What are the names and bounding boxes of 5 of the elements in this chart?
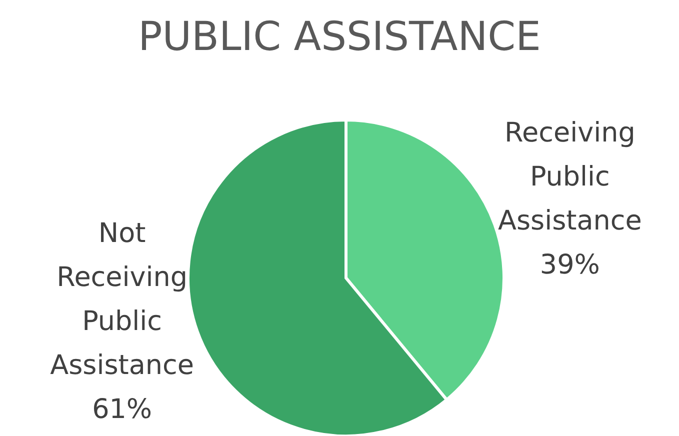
data-label: 39%: [540, 249, 600, 280]
slice-label: Receiving Public Assistance: [498, 117, 642, 236]
data-label: 61%: [92, 394, 152, 425]
slice-label: Not Receiving Public Assistance: [50, 218, 194, 381]
chart-title: PUBLIC ASSISTANCE: [138, 14, 541, 60]
